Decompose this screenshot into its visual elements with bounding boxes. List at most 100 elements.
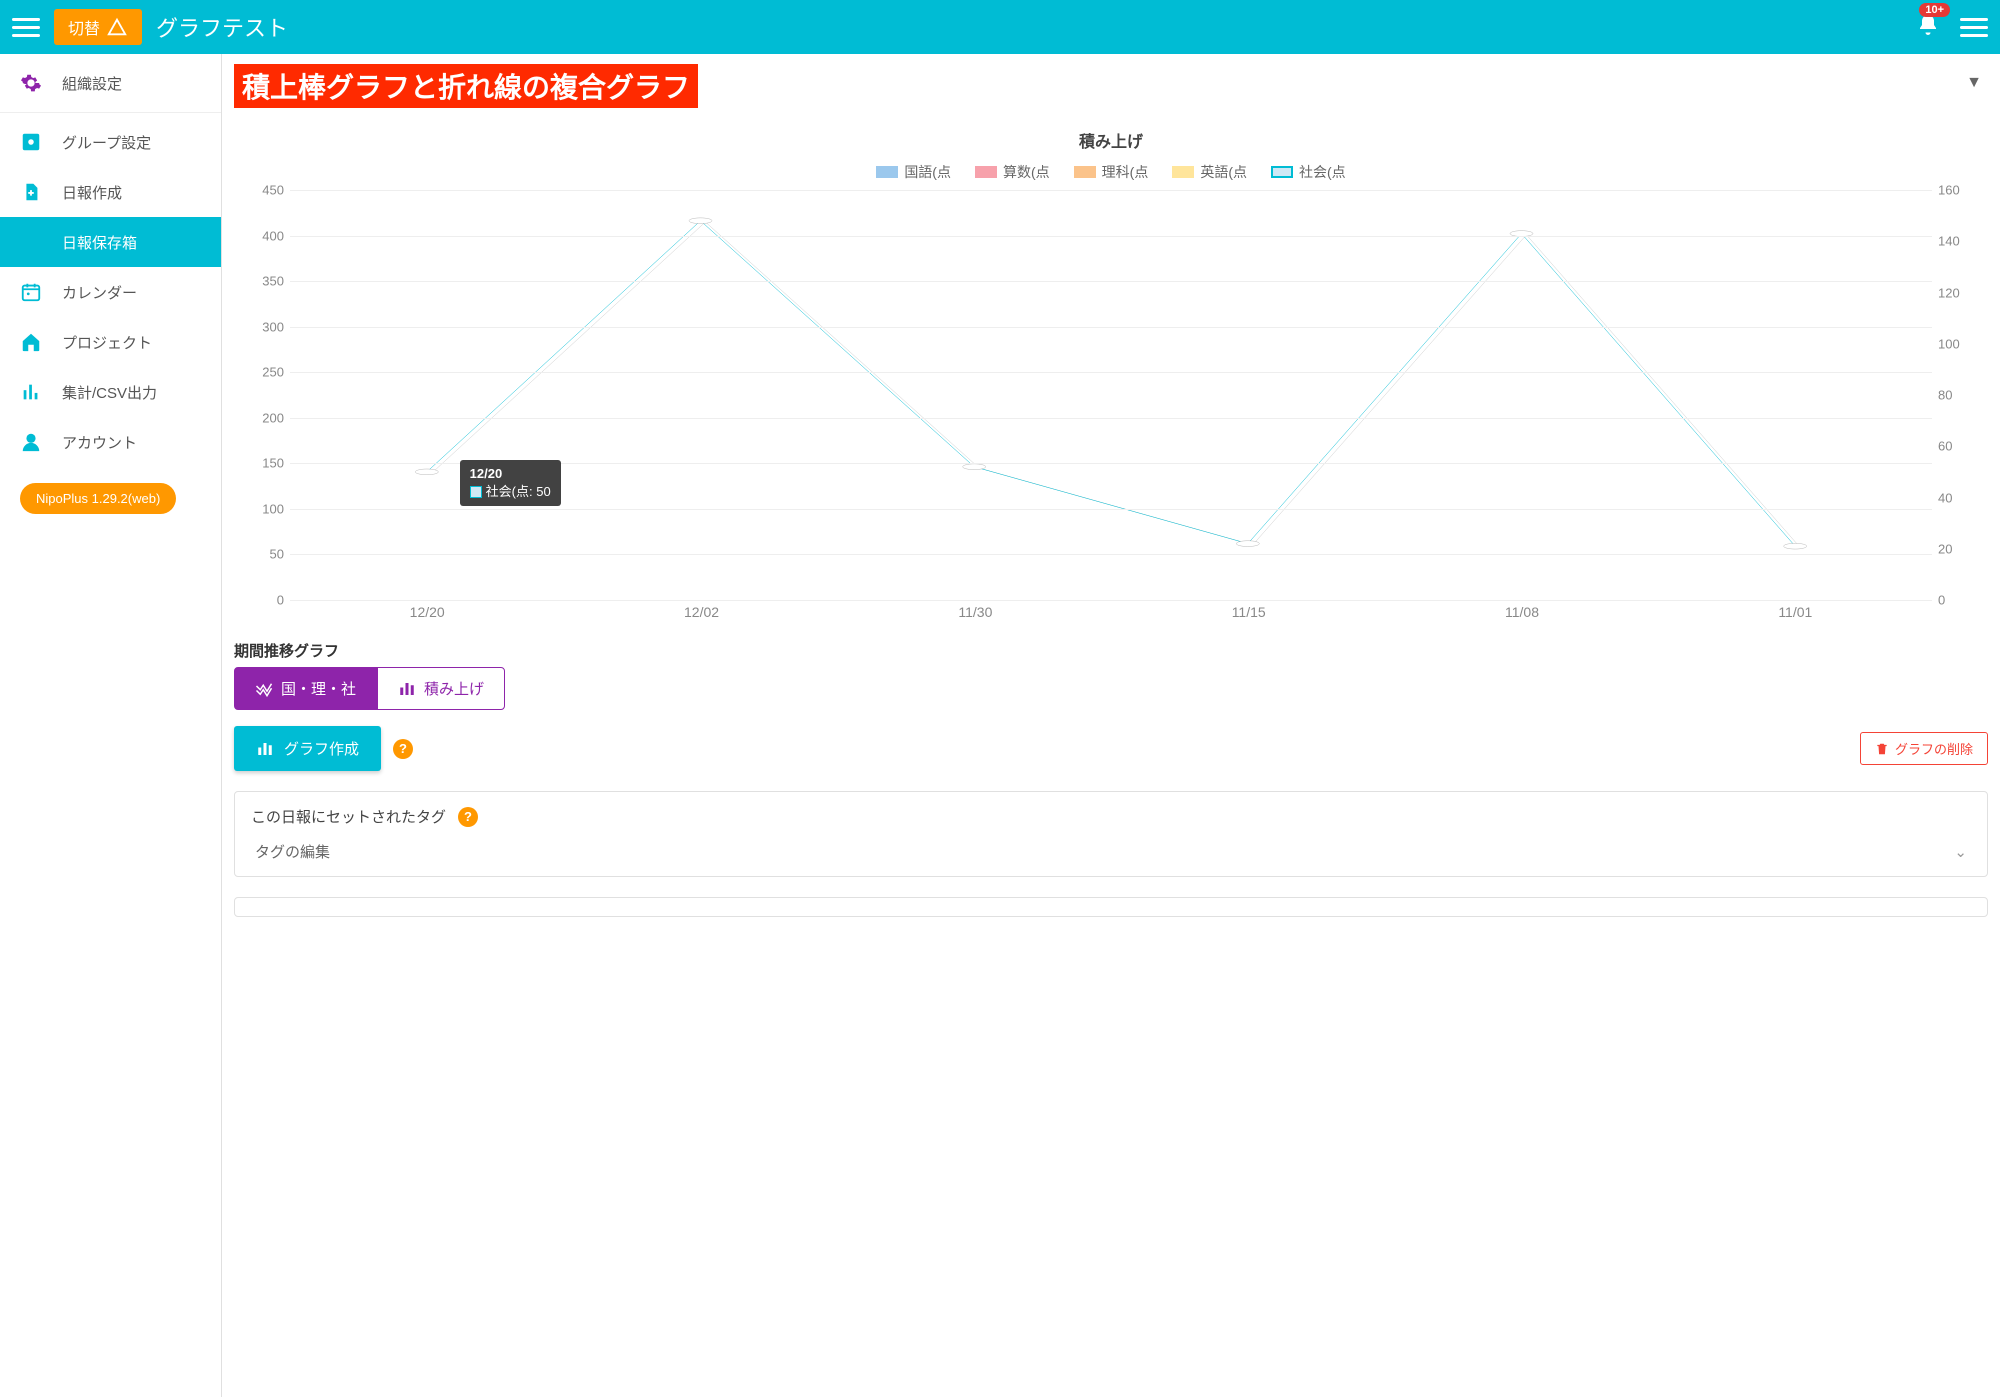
chevron-down-icon: ⌄: [1954, 843, 1967, 861]
sidebar-item-label: 日報保存箱: [62, 232, 137, 253]
x-axis-label: 11/15: [1232, 604, 1266, 630]
y2-axis-label: 140: [1938, 234, 1972, 249]
switch-label: 切替: [68, 15, 100, 39]
x-axis-label: 12/20: [410, 604, 445, 630]
chart-tabs: 国・理・社 積み上げ: [234, 667, 1988, 710]
chart-title: 積み上げ: [234, 128, 1988, 152]
y2-axis-label: 80: [1938, 388, 1972, 403]
y2-axis-label: 100: [1938, 336, 1972, 351]
file-plus-icon: [20, 181, 42, 203]
sidebar-item-0[interactable]: 組織設定: [0, 58, 221, 108]
gridline: [290, 327, 1932, 328]
tag-panel-title: この日報にセットされたタグ: [251, 806, 446, 827]
triangle-icon: [106, 16, 128, 38]
create-chart-label: グラフ作成: [284, 738, 359, 759]
legend-label: 算数(点: [1003, 162, 1050, 182]
chart-menu-dropdown[interactable]: ▼: [1966, 74, 1982, 92]
notification-badge: 10+: [1919, 3, 1950, 17]
sidebar-item-label: グループ設定: [62, 132, 151, 153]
y2-axis-label: 120: [1938, 285, 1972, 300]
sidebar-item-5[interactable]: プロジェクト: [0, 317, 221, 367]
tab-stacked[interactable]: 積み上げ: [377, 667, 505, 710]
sidebar-item-6[interactable]: 集計/CSV出力: [0, 367, 221, 417]
help-icon[interactable]: ?: [393, 739, 413, 759]
sidebar-item-label: アカウント: [62, 432, 137, 453]
tag-edit-label: タグの編集: [255, 841, 330, 862]
legend-item[interactable]: 英語(点: [1172, 162, 1247, 182]
version-pill[interactable]: NipoPlus 1.29.2(web): [20, 483, 176, 514]
y2-axis-label: 60: [1938, 439, 1972, 454]
sidebar-item-label: 日報作成: [62, 182, 122, 203]
tabs-section-label: 期間推移グラフ: [234, 640, 1988, 661]
delete-chart-button[interactable]: グラフの削除: [1860, 732, 1988, 765]
gear-box-icon: [20, 131, 42, 153]
switch-button[interactable]: 切替: [54, 9, 142, 45]
y-axis-label: 150: [250, 456, 284, 471]
y2-axis-label: 0: [1938, 593, 1972, 608]
y-axis-label: 400: [250, 228, 284, 243]
legend-label: 理科(点: [1102, 162, 1149, 182]
bar-chart-icon: [398, 680, 416, 698]
y-axis-label: 200: [250, 410, 284, 425]
legend-item[interactable]: 算数(点: [975, 162, 1050, 182]
legend-item[interactable]: 理科(点: [1074, 162, 1149, 182]
y-axis-label: 0: [250, 593, 284, 608]
legend-swatch: [1271, 166, 1293, 178]
x-axis-label: 11/30: [958, 604, 992, 630]
legend-swatch: [1172, 166, 1194, 178]
user-icon: [20, 431, 42, 453]
gridline: [290, 600, 1932, 601]
sidebar-item-4[interactable]: カレンダー: [0, 267, 221, 317]
legend-item[interactable]: 社会(点: [1271, 162, 1346, 182]
overlay-title: 積上棒グラフと折れ線の複合グラフ: [234, 64, 698, 108]
help-icon[interactable]: ?: [458, 807, 478, 827]
chart-area: 12/20 社会(点: 50 0501001502002503003504004…: [244, 190, 1978, 630]
legend-label: 社会(点: [1299, 162, 1346, 182]
gridline: [290, 509, 1932, 510]
sidebar: 組織設定グループ設定日報作成日報保存箱カレンダープロジェクト集計/CSV出力アカ…: [0, 54, 222, 1397]
gridline: [290, 554, 1932, 555]
tag-panel: この日報にセットされたタグ ? タグの編集 ⌄: [234, 791, 1988, 877]
trash-icon: [1875, 742, 1889, 756]
y-axis-label: 250: [250, 365, 284, 380]
y-axis-label: 50: [250, 547, 284, 562]
y2-axis-label: 40: [1938, 490, 1972, 505]
sidebar-item-2[interactable]: 日報作成: [0, 167, 221, 217]
y2-axis-label: 160: [1938, 183, 1972, 198]
tab-stacked-label: 積み上げ: [424, 678, 484, 699]
menu-icon[interactable]: [12, 13, 40, 41]
sidebar-item-3[interactable]: 日報保存箱: [0, 217, 221, 267]
notification-bell[interactable]: 10+: [1916, 13, 1940, 42]
y-axis-label: 450: [250, 183, 284, 198]
right-menu-icon[interactable]: [1960, 13, 1988, 41]
legend-swatch: [876, 166, 898, 178]
gridline: [290, 418, 1932, 419]
y-axis-label: 350: [250, 274, 284, 289]
sidebar-item-1[interactable]: グループ設定: [0, 117, 221, 167]
gridline: [290, 281, 1932, 282]
delete-chart-label: グラフの削除: [1895, 739, 1973, 758]
tab-line[interactable]: 国・理・社: [234, 667, 377, 710]
line-chart-icon: [255, 680, 273, 698]
gridline: [290, 190, 1932, 191]
chart-card: 積み上げ 国語(点算数(点理科(点英語(点社会(点 12/20 社会(点: 50…: [234, 128, 1988, 771]
y2-axis-label: 20: [1938, 541, 1972, 556]
sidebar-item-label: 組織設定: [62, 73, 122, 94]
create-chart-button[interactable]: グラフ作成: [234, 726, 381, 771]
sidebar-item-label: プロジェクト: [62, 332, 152, 353]
sidebar-item-7[interactable]: アカウント: [0, 417, 221, 467]
legend-item[interactable]: 国語(点: [876, 162, 951, 182]
sidebar-item-label: 集計/CSV出力: [62, 382, 157, 403]
topbar: 切替 グラフテスト 10+: [0, 0, 2000, 54]
page-title: グラフテスト: [156, 11, 288, 43]
chart-legend: 国語(点 算数(点 理科(点 英語(点 社会(点: [234, 162, 1988, 182]
calendar-icon: [20, 281, 42, 303]
main-content: 積上棒グラフと折れ線の複合グラフ ▼ 積み上げ 国語(点 算数(点 理科(点 英語(点…: [222, 54, 2000, 1397]
legend-swatch: [975, 166, 997, 178]
sidebar-item-label: カレンダー: [62, 282, 137, 303]
legend-swatch: [1074, 166, 1096, 178]
tag-edit-row[interactable]: タグの編集 ⌄: [251, 827, 1971, 862]
y-axis-label: 300: [250, 319, 284, 334]
gridline: [290, 372, 1932, 373]
home-icon: [20, 331, 42, 353]
